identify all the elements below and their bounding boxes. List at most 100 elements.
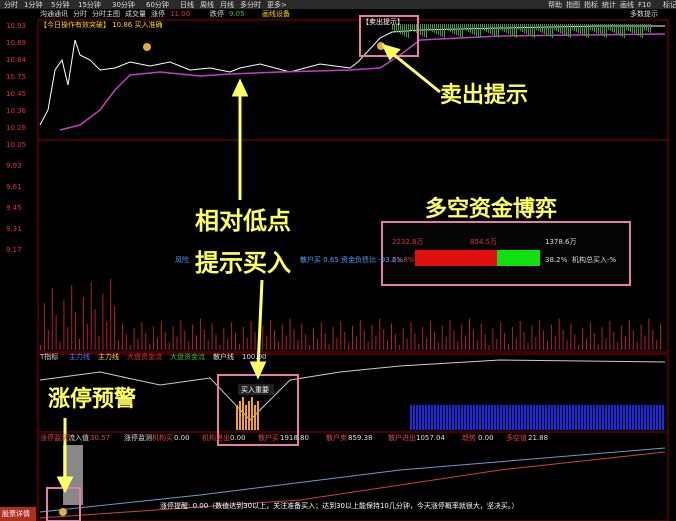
- sell-bar: [532, 24, 533, 37]
- sell-bar: [446, 24, 447, 30]
- toolbar-btn[interactable]: 统计: [602, 0, 616, 9]
- sell-bar: [644, 24, 645, 30]
- sell-bar: [584, 24, 585, 36]
- sell-bar: [556, 24, 557, 31]
- volume-bar: [406, 339, 408, 350]
- toolbar-tab[interactable]: 更多>: [267, 0, 287, 9]
- toolbar-btn[interactable]: 画线: [620, 0, 634, 9]
- sell-bar: [564, 24, 565, 35]
- bull-bar: [415, 250, 497, 266]
- price-label: 10.93: [6, 22, 26, 30]
- blue-bar: [632, 405, 634, 430]
- blue-bar: [623, 405, 625, 430]
- volume-bar: [426, 337, 428, 350]
- sell-bar: [512, 24, 513, 36]
- volume-bar: [114, 306, 116, 350]
- blue-bar: [629, 405, 631, 430]
- sell-bar: [612, 24, 613, 32]
- toolbar-btn[interactable]: 帮助: [548, 0, 562, 9]
- volume-bar: [586, 339, 587, 350]
- volume-bar: [157, 337, 158, 350]
- blue-bar: [563, 405, 565, 430]
- sell-bar: [530, 24, 531, 36]
- blue-bar: [548, 405, 550, 430]
- info-item: 沟通通讯: [40, 9, 68, 18]
- toolbar-btn[interactable]: 标记: [663, 0, 676, 9]
- volume-bar: [332, 327, 334, 350]
- toolbar-tab[interactable]: 多分时: [240, 0, 261, 9]
- info-item: 成交量: [125, 9, 146, 18]
- volume-bar: [289, 318, 291, 350]
- volume-bar: [511, 327, 513, 350]
- sell-bar: [486, 24, 487, 32]
- toolbar-tab[interactable]: 1分钟: [24, 0, 42, 9]
- volume-bar: [51, 288, 53, 350]
- pane-frames: [37, 19, 669, 521]
- sell-bar: [514, 24, 515, 37]
- toolbar-tab[interactable]: 周线: [200, 0, 214, 9]
- corner-btn[interactable]: [0, 507, 36, 521]
- blue-bar: [425, 405, 427, 430]
- volume-bar: [86, 324, 88, 350]
- volume-bar: [414, 333, 416, 350]
- blue-bar: [422, 405, 424, 430]
- sell-bar: [420, 24, 421, 35]
- average-line: [59, 33, 666, 131]
- blue-bar: [494, 405, 496, 430]
- blue-bar: [659, 405, 661, 430]
- blue-bar: [620, 405, 622, 430]
- volume-bar: [160, 321, 162, 350]
- blue-bar: [524, 405, 526, 430]
- indicator-label: 散户线: [213, 352, 234, 361]
- blue-bar: [506, 405, 508, 430]
- toolbar-btn[interactable]: 指图: [566, 0, 580, 9]
- blue-bar: [578, 405, 580, 430]
- toolbar-btn[interactable]: 指标: [584, 0, 598, 9]
- volume-bar: [219, 345, 221, 350]
- sell-bar: [534, 24, 535, 38]
- volume-bar: [656, 340, 658, 350]
- price-label: 9.61: [6, 183, 22, 191]
- price-label: 9.45: [6, 204, 22, 212]
- blue-bar: [590, 405, 592, 430]
- blue-bar: [497, 405, 499, 430]
- volume-bar: [363, 330, 365, 350]
- toolbar-tab[interactable]: 5分钟: [51, 0, 69, 9]
- volume-bar: [359, 319, 361, 350]
- sell-bar: [458, 24, 459, 36]
- volume-bar: [297, 340, 299, 350]
- toolbar-tab[interactable]: 分时: [4, 0, 18, 9]
- toolbar-tab[interactable]: 30分钟: [112, 0, 135, 9]
- volume-bar: [328, 343, 330, 350]
- sell-bar: [422, 24, 423, 36]
- annotation: 多空资金博弈: [425, 196, 557, 222]
- volume-bar: [379, 318, 381, 350]
- note: 风险: [175, 255, 189, 264]
- sell-bar: [620, 24, 621, 36]
- sell-bar: [402, 24, 403, 35]
- toolbar-tab[interactable]: 日线: [180, 0, 194, 9]
- blue-bar: [545, 405, 547, 430]
- bottom-label: 流入值: [68, 433, 89, 442]
- volume-bar: [137, 339, 139, 350]
- volume-bar: [515, 337, 517, 350]
- toolbar-tab[interactable]: 15分钟: [78, 0, 101, 9]
- volume-bar: [141, 322, 143, 350]
- info-item: 9.05: [229, 10, 245, 18]
- volume-bar: [153, 327, 155, 350]
- toolbar-tab[interactable]: 60分钟: [146, 0, 169, 9]
- toolbar-tab[interactable]: 月线: [220, 0, 234, 9]
- blue-bar: [458, 405, 460, 430]
- sell-bar: [476, 24, 477, 36]
- orange-bars: [236, 397, 259, 430]
- sell-bar: [626, 24, 627, 30]
- volume-bar: [457, 341, 459, 350]
- volume-bar: [324, 333, 326, 350]
- volume-bar: [621, 325, 623, 350]
- toolbar-btn[interactable]: F10: [638, 1, 651, 9]
- volume-bar: [98, 336, 100, 350]
- sell-bar: [572, 24, 573, 30]
- money-pct: 61.8%: [392, 256, 415, 264]
- corner-label[interactable]: 股票详情: [2, 509, 30, 518]
- sell-bar: [474, 24, 475, 35]
